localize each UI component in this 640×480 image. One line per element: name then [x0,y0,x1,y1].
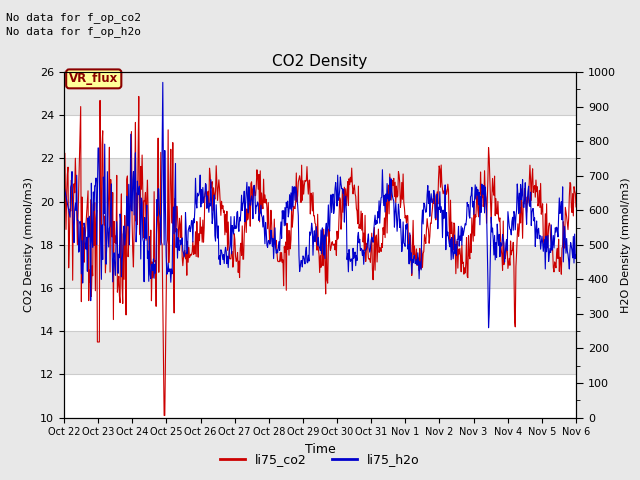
Title: CO2 Density: CO2 Density [273,54,367,70]
Bar [64,288,576,331]
Bar [64,72,576,115]
Legend: li75_co2, li75_h2o: li75_co2, li75_h2o [215,448,425,471]
Bar [64,115,576,158]
Text: VR_flux: VR_flux [69,72,118,85]
Bar [64,158,576,202]
X-axis label: Time: Time [305,443,335,456]
Bar [64,245,576,288]
Text: No data for f_op_h2o: No data for f_op_h2o [6,26,141,37]
Bar [64,331,576,374]
Y-axis label: H2O Density (mmol/m3): H2O Density (mmol/m3) [621,177,632,312]
Bar [64,202,576,245]
Bar [64,374,576,418]
Text: No data for f_op_co2: No data for f_op_co2 [6,12,141,23]
Y-axis label: CO2 Density (mmol/m3): CO2 Density (mmol/m3) [24,177,35,312]
